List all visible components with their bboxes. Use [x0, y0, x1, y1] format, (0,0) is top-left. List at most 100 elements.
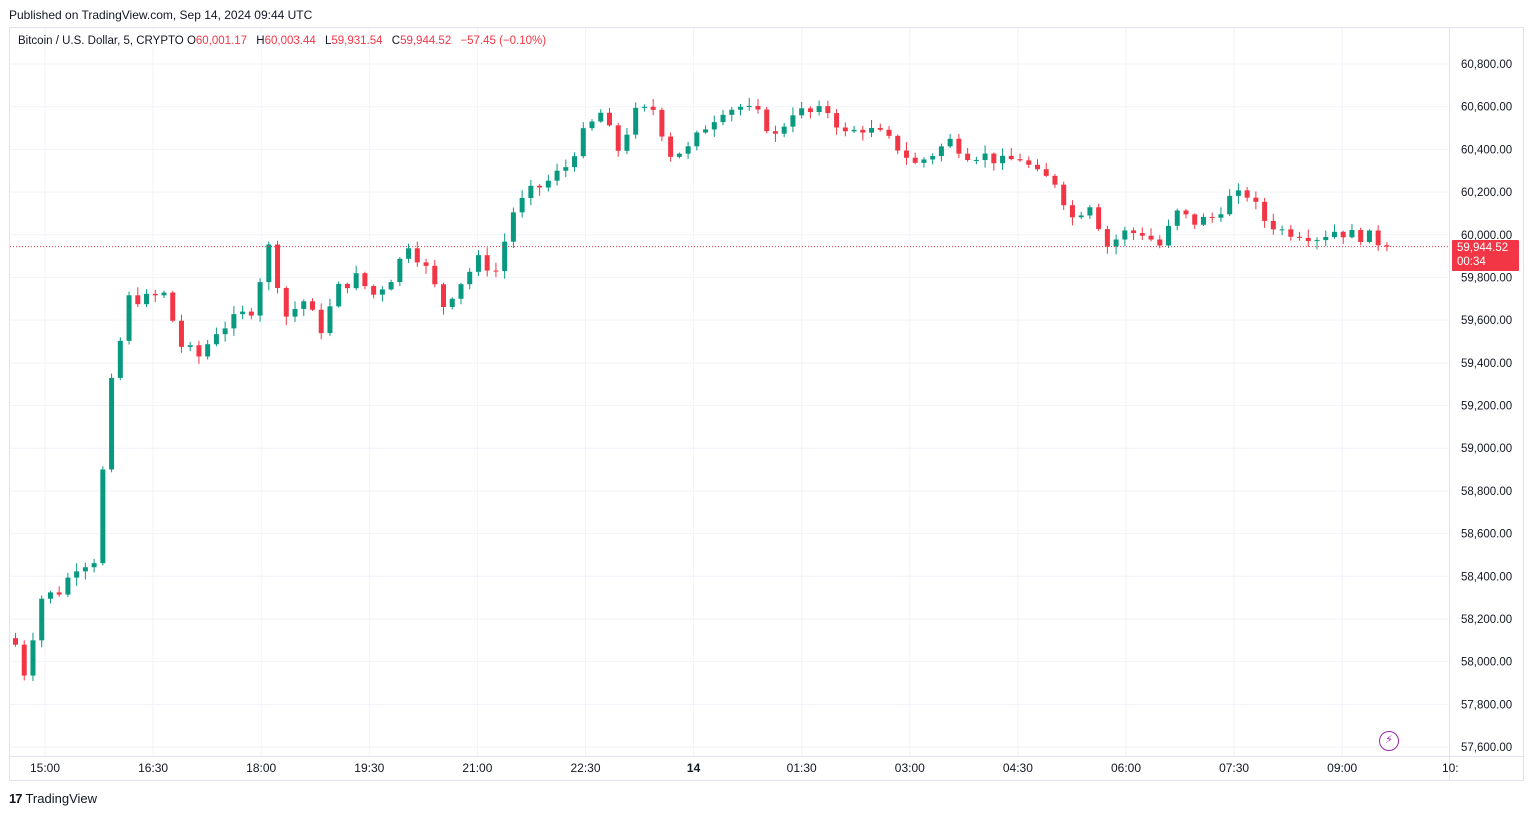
- candle-body: [257, 282, 263, 316]
- candle-body: [1200, 216, 1206, 225]
- candle-body: [947, 138, 953, 147]
- candle-body: [301, 301, 307, 309]
- candle-body: [860, 129, 866, 133]
- candle-body: [1297, 236, 1303, 238]
- candle-body: [1034, 164, 1040, 170]
- time-tick-label: 04:30: [1003, 761, 1033, 775]
- candle-body: [1358, 230, 1364, 242]
- candle-body: [1026, 160, 1032, 165]
- candle-body: [685, 146, 691, 154]
- candle-body: [406, 248, 412, 259]
- candle-body: [135, 295, 141, 305]
- candle-body: [633, 107, 639, 135]
- candle-body: [379, 289, 385, 295]
- price-tick-label: 59,800.00: [1461, 272, 1512, 284]
- candle-body: [1262, 201, 1268, 221]
- candle-body: [991, 153, 997, 164]
- time-tick-label: 07:30: [1219, 761, 1249, 775]
- candle-body: [117, 340, 123, 378]
- legend-low-value: 59,931.54: [331, 35, 383, 47]
- candle-body: [467, 271, 473, 285]
- candle-body: [441, 284, 447, 307]
- candle-body: [318, 309, 324, 334]
- candle-body: [711, 122, 717, 130]
- candle-body: [1183, 210, 1189, 215]
- candle-body: [1279, 229, 1285, 231]
- candle-body: [292, 308, 298, 317]
- price-tick-label: 58,400.00: [1461, 571, 1512, 583]
- candle-body: [1069, 205, 1075, 218]
- candle-body: [458, 284, 464, 299]
- candle-body: [895, 135, 901, 151]
- price-tick-label: 58,600.00: [1461, 529, 1512, 541]
- candle-body: [336, 283, 342, 307]
- candle-body: [266, 244, 272, 283]
- candle-body: [624, 134, 630, 151]
- candle-body: [1087, 207, 1093, 216]
- candle-body: [956, 138, 962, 154]
- legend-change: −57.45 (−0.10%): [460, 35, 547, 47]
- candle-body: [39, 598, 45, 641]
- candle-body: [205, 344, 211, 357]
- candle-body: [432, 265, 438, 285]
- tradingview-logo-icon: 17: [9, 791, 23, 806]
- candle-body: [921, 159, 927, 163]
- candle-body: [1349, 230, 1355, 238]
- bar-countdown: 00:34: [1457, 256, 1486, 268]
- candle-body: [1192, 214, 1198, 225]
- candle-body: [1218, 214, 1224, 218]
- candle-body: [729, 109, 735, 115]
- legend-open-value: 60,001.17: [195, 35, 248, 47]
- price-tick-label: 60,600.00: [1461, 102, 1512, 114]
- candle-body: [764, 109, 770, 132]
- price-tick-label: 58,800.00: [1461, 486, 1512, 498]
- price-tick-label: 59,200.00: [1461, 401, 1512, 413]
- candle-body: [886, 129, 892, 136]
- candle-body: [397, 258, 403, 283]
- legend-symbol: Bitcoin / U.S. Dollar, 5, CRYPTO: [18, 35, 184, 47]
- candle-body: [74, 571, 80, 578]
- chart-frame[interactable]: [9, 27, 1524, 781]
- candle-body: [275, 244, 281, 289]
- legend-close-value: 59,944.52: [400, 35, 452, 47]
- candle-body: [746, 106, 752, 108]
- candle-body: [554, 170, 560, 181]
- candle-body: [877, 127, 883, 130]
- time-tick-label: 14: [687, 761, 701, 775]
- candle-body: [938, 146, 944, 157]
- chart-grid: [10, 28, 1523, 780]
- legend-low-label: L: [324, 35, 332, 47]
- published-caption: Published on TradingView.com, Sep 14, 20…: [9, 8, 313, 22]
- candle-body: [1235, 190, 1241, 196]
- candle-body: [1174, 210, 1180, 226]
- candle-body: [641, 106, 647, 108]
- candle-body: [449, 298, 455, 307]
- candle-body: [807, 108, 813, 112]
- candle-body: [414, 248, 420, 263]
- lightning-icon[interactable]: ⚡: [1379, 731, 1399, 751]
- candle-body: [100, 469, 106, 564]
- candle-body: [21, 644, 27, 676]
- time-tick-label: 09:00: [1327, 761, 1357, 775]
- candle-body: [537, 185, 543, 188]
- candle-body: [851, 129, 857, 132]
- candle-body: [1288, 229, 1294, 237]
- legend-high-value: 60,003.44: [264, 35, 316, 47]
- candle-body: [161, 292, 167, 296]
- candle-body: [912, 157, 918, 163]
- candle-body: [703, 129, 709, 133]
- last-price-value: 59,944.52: [1457, 242, 1509, 254]
- candle-body: [82, 567, 88, 572]
- candle-body: [825, 106, 831, 114]
- candle-body: [772, 131, 778, 134]
- candle-body: [816, 106, 822, 112]
- footer-brand-name: TradingView: [25, 791, 98, 806]
- footer-brand[interactable]: 17 TradingView: [9, 791, 97, 806]
- candle-body: [598, 112, 604, 122]
- candle-body: [170, 292, 176, 321]
- symbol-legend: Bitcoin / U.S. Dollar, 5, CRYPTO O60,001…: [18, 35, 552, 47]
- candle-body: [327, 306, 333, 334]
- candle-body: [842, 127, 848, 132]
- candle-body: [65, 577, 71, 595]
